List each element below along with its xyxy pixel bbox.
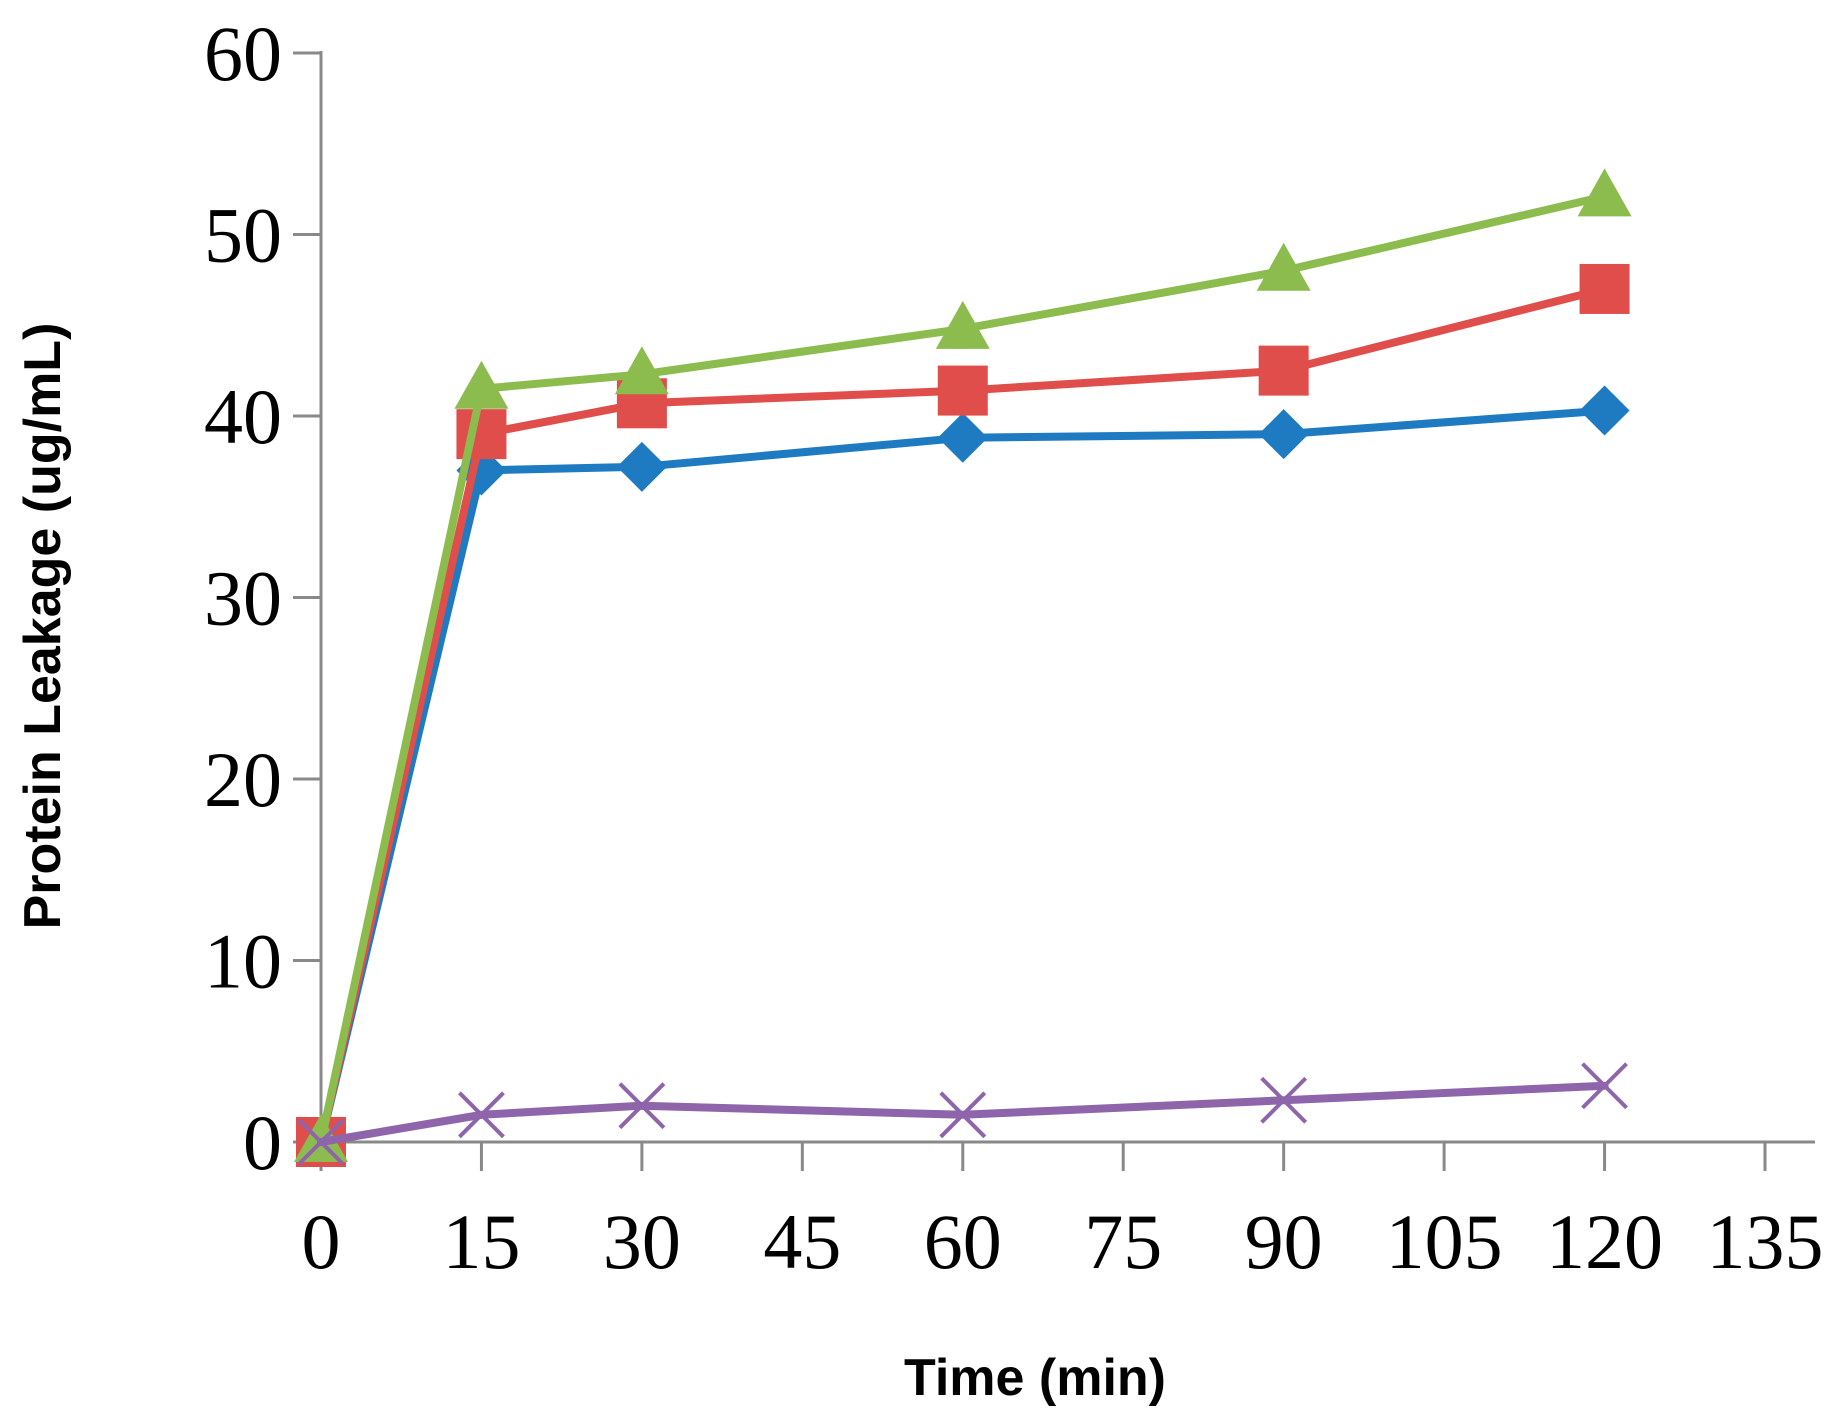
y-tick-label: 50 xyxy=(204,192,282,279)
series-4-point xyxy=(1581,1062,1628,1110)
series-4-point xyxy=(297,1118,345,1166)
series-4-point xyxy=(618,1082,666,1130)
y-tick-label: 20 xyxy=(204,736,282,823)
axes: 0 10 20 30 40 50 60 0 15 30 45 60 75 90 105 120 135 xyxy=(204,10,1824,1285)
series-4-point xyxy=(458,1091,505,1139)
series-3-point xyxy=(454,360,509,409)
x-tick-label: 105 xyxy=(1386,1198,1503,1285)
y-tick-label: 10 xyxy=(204,918,282,1005)
series-1-point xyxy=(1579,385,1630,436)
series-1-line xyxy=(317,406,1609,1146)
series-series-3 xyxy=(294,168,1632,1162)
series-series-4 xyxy=(297,1062,1628,1166)
series-4-point xyxy=(1260,1076,1308,1124)
series-1-point xyxy=(1258,409,1309,460)
x-axis-title: Time (min) xyxy=(904,1349,1166,1407)
x-tick-label: 30 xyxy=(603,1198,681,1285)
x-tick-label: 75 xyxy=(1084,1198,1162,1285)
y-tick-label: 30 xyxy=(204,555,282,642)
x-tick-label: 60 xyxy=(924,1198,1002,1285)
x-tick-label: 90 xyxy=(1245,1198,1323,1285)
x-tick-label: 0 xyxy=(302,1198,341,1285)
series-2-point xyxy=(1258,345,1309,396)
x-tick-label: 120 xyxy=(1546,1198,1663,1285)
x-tick-label: 15 xyxy=(442,1198,520,1285)
series-4-point xyxy=(939,1091,987,1139)
series-3-point xyxy=(1256,242,1311,291)
series-3-point xyxy=(935,300,990,349)
series-1-point xyxy=(937,412,988,463)
series-series-1 xyxy=(296,385,1630,1167)
series-3-point xyxy=(1577,168,1632,217)
series-2-point xyxy=(937,365,988,416)
series-1-point xyxy=(616,441,667,492)
series-layer xyxy=(294,168,1632,1167)
y-tick-label: 60 xyxy=(204,10,282,97)
x-tick-label: 135 xyxy=(1707,1198,1824,1285)
y-tick-label: 0 xyxy=(243,1099,282,1186)
series-4-line xyxy=(317,1081,1609,1146)
series-2-point xyxy=(1579,263,1630,314)
x-tick-label: 45 xyxy=(763,1198,841,1285)
series-3-line xyxy=(317,192,1609,1146)
y-tick-label: 40 xyxy=(204,373,282,460)
y-axis-title: Protein Leakage (ug/mL) xyxy=(14,323,72,930)
series-2-line xyxy=(317,285,1609,1146)
series-3-point xyxy=(614,346,669,395)
